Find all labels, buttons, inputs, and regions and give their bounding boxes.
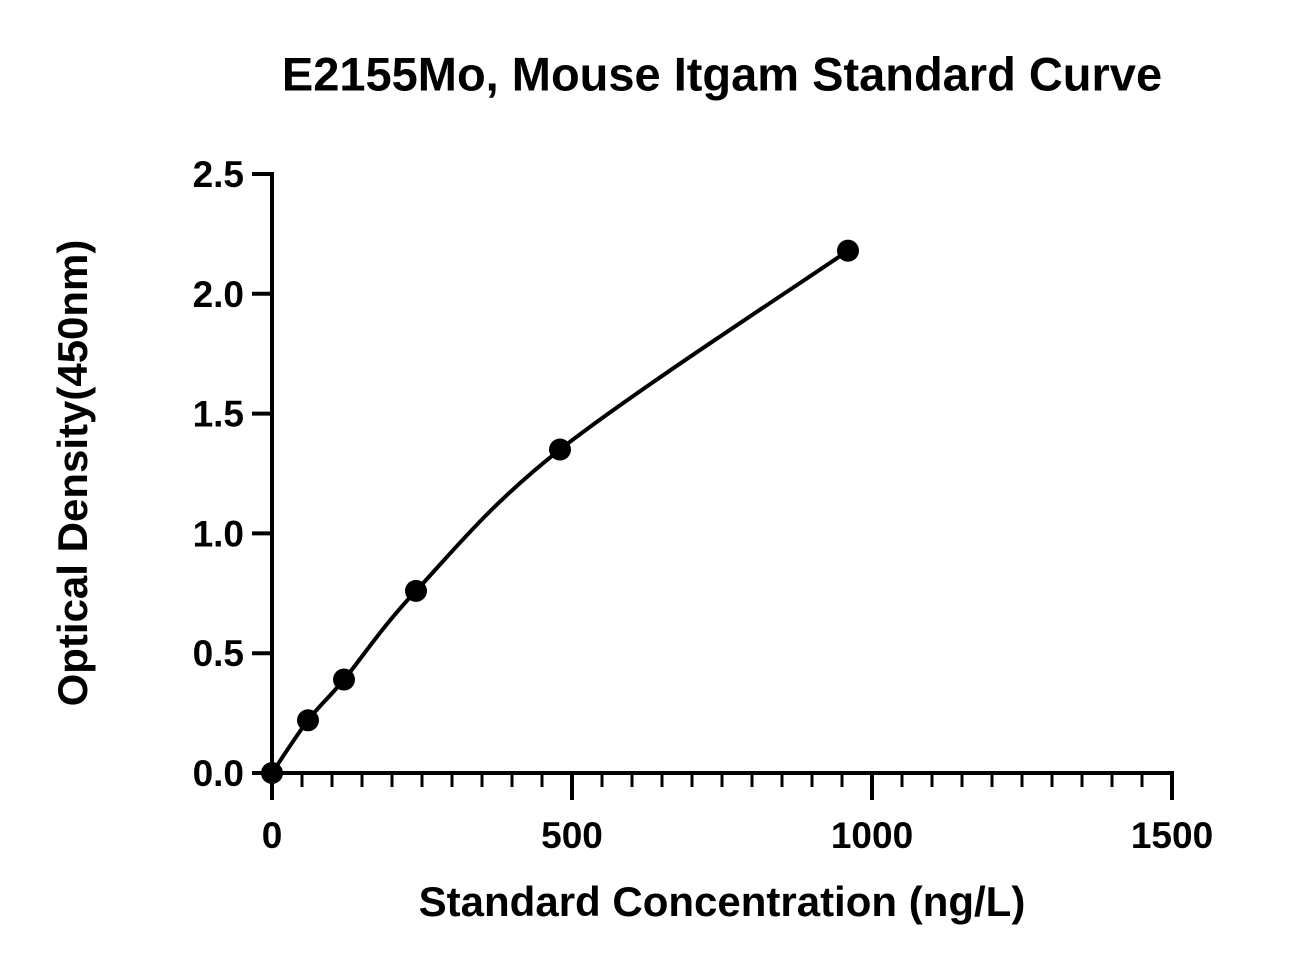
y-tick-label: 1.0 — [193, 513, 244, 554]
x-tick-label: 1000 — [831, 815, 913, 856]
x-tick-label: 0 — [262, 815, 283, 856]
data-point — [333, 668, 355, 691]
x-tick-label: 500 — [541, 815, 603, 856]
y-tick-label: 1.5 — [193, 394, 244, 435]
data-point — [549, 438, 571, 461]
data-point — [297, 709, 319, 732]
y-tick-label: 2.5 — [193, 154, 244, 195]
y-tick-label: 0.5 — [193, 633, 244, 674]
y-axis-label: Optical Density(450nm) — [49, 240, 96, 707]
fit-curve — [270, 249, 850, 775]
x-axis-label: Standard Concentration (ng/L) — [419, 878, 1026, 925]
data-point — [405, 579, 427, 602]
x-tick-label: 1500 — [1131, 815, 1213, 856]
y-tick-label: 0.0 — [193, 753, 244, 794]
y-tick-label: 2.0 — [193, 274, 244, 315]
data-point — [261, 762, 283, 784]
chart-title: E2155Mo, Mouse Itgam Standard Curve — [282, 47, 1162, 100]
data-point — [837, 239, 859, 262]
